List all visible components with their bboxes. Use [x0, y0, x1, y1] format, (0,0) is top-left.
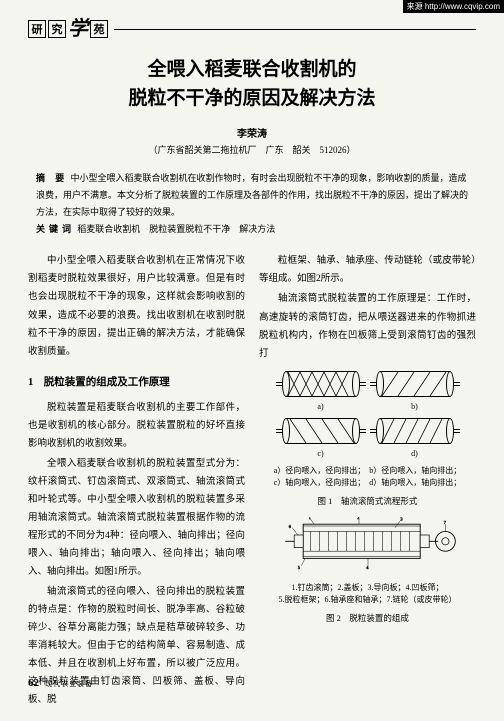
abstract-text: 中小型全喂入稻麦联合收割机在收割作物时，有时会出现脱粒不干净的现象，影响收割的质… [36, 173, 468, 217]
section-char-3: 苑 [90, 20, 108, 38]
abstract-block: 摘 要 中小型全喂入稻麦联合收割机在收割作物时，有时会出现脱粒不干净的现象，影响… [36, 170, 468, 238]
svg-text:7: 7 [443, 520, 446, 525]
figure-2: 1 2 3 4 5 6 7 1.钉齿滚筒；2.盖板；3.导向板；4.凹板筛； 5… [259, 517, 476, 626]
author-name: 李荣涛 [28, 125, 476, 140]
right-column: 粒框架、轴承、轴承座、传动链轮（或皮带轮）等组成。如图2所示。 轴流滚筒式脱粒装… [259, 252, 476, 711]
fig1-cyl-b: b) [374, 371, 456, 414]
article-title: 全喂入稻麦联合收割机的 脱粒不干净的原因及解决方法 [28, 56, 476, 113]
keywords-row: 关键词 稻麦联合收割机 脱粒装置脱粒不干净 解决方法 [36, 221, 468, 238]
section-char-big: 学 [68, 20, 88, 38]
fig1-cyl-c: c) [280, 418, 362, 461]
fig1-label-b: b) [374, 399, 456, 414]
svg-text:4: 4 [366, 565, 369, 570]
paragraph: 粒框架、轴承、轴承座、传动链轮（或皮带轮）等组成。如图2所示。 [259, 252, 476, 288]
fig1-caption: 图 1 轴流滚筒式流程形式 [259, 493, 476, 509]
left-column: 中小型全喂入稻麦联合收割机在正常情况下收割稻麦时脱粒效果很好，用户比较满意。但是… [28, 252, 245, 711]
section-boxes: 研 究 [28, 20, 66, 38]
paragraph: 轴流滚筒式脱粒装置的工作原理是：工作时，高速旋转的滚筒钉齿，把从喂送器进来的作物… [259, 290, 476, 362]
abstract-row: 摘 要 中小型全喂入稻麦联合收割机在收割作物时，有时会出现脱粒不干净的现象，影响… [36, 170, 468, 221]
fig1-label-a: a) [280, 399, 362, 414]
svg-text:3: 3 [400, 517, 403, 522]
fig1-label-c: c) [280, 446, 362, 461]
page-footer: 62 现代农业装备 [28, 677, 93, 689]
body-columns: 中小型全喂入稻麦联合收割机在正常情况下收割稻麦时脱粒效果很好，用户比较满意。但是… [28, 252, 476, 711]
page-number: 62 [28, 677, 39, 689]
section-char-1: 研 [28, 20, 46, 38]
section-boxes-2: 苑 [90, 20, 108, 38]
fig1-label-d: d) [374, 446, 456, 461]
section-rule [114, 29, 476, 30]
page-content: 研 究 学 苑 全喂入稻麦联合收割机的 脱粒不干净的原因及解决方法 李荣涛 （广… [0, 0, 504, 721]
paragraph: 轴流滚筒式的径向喂入、径向排出的脱粒装置的特点是：作物的脱粒时间长、脱净率高、谷… [28, 583, 245, 709]
figure-1: a) b) [259, 371, 476, 510]
keywords-text: 稻麦联合收割机 脱粒装置脱粒不干净 解决方法 [77, 224, 275, 234]
fig2-drawing: 1 2 3 4 5 6 7 [278, 517, 458, 578]
section-heading-1: 1 脱粒装置的组成及工作原理 [28, 373, 245, 393]
fig1-cyl-d: d) [374, 418, 456, 461]
abstract-label: 摘 要 [36, 173, 68, 183]
svg-text:2: 2 [357, 517, 359, 520]
fig2-legend: 1.钉齿滚筒；2.盖板；3.导向板；4.凹板筛； 5.脱粒框架；6.轴承座和轴承… [259, 582, 476, 606]
title-line-1: 全喂入稻麦联合收割机的 [28, 56, 476, 85]
figure-1-row-1: a) b) [259, 371, 476, 414]
fig1-cyl-a: a) [280, 371, 362, 414]
svg-text:1: 1 [308, 517, 310, 520]
title-line-2: 脱粒不干净的原因及解决方法 [28, 85, 476, 114]
section-char-2: 究 [48, 20, 66, 38]
url-watermark: 来源 http://www.cqvip.com [403, 0, 504, 13]
magazine-name: 现代农业装备 [45, 680, 93, 688]
paragraph: 中小型全喂入稻麦联合收割机在正常情况下收割稻麦时脱粒效果很好，用户比较满意。但是… [28, 252, 245, 360]
section-header: 研 究 学 苑 [28, 20, 476, 38]
paragraph: 全喂入稻麦联合收割机的脱粒装置型式分为：纹杆滚筒式、钉齿滚筒式、双滚筒式、轴流滚… [28, 455, 245, 581]
paragraph: 脱粒装置是稻麦联合收割机的主要工作部件，也是收割机的核心部分。脱粒装置脱粒的好坏… [28, 399, 245, 453]
fig2-caption: 图 2 脱粒装置的组成 [259, 610, 476, 626]
figure-1-row-2: c) d) [259, 418, 476, 461]
svg-text:6: 6 [288, 524, 291, 529]
fig1-legend: a）径向喂入，径向排出； b）径向喂入，轴向排出； c）轴向喂入，径向排出； d… [259, 465, 476, 489]
svg-text:5: 5 [297, 565, 300, 570]
author-affiliation: （广东省韶关第二拖拉机厂 广东 韶关 512026） [28, 143, 476, 156]
keywords-label: 关键词 [36, 224, 75, 234]
